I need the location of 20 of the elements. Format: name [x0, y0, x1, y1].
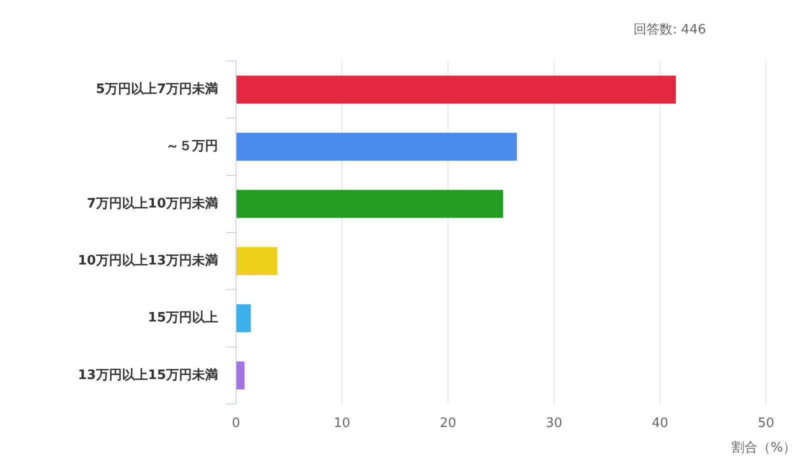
y-tick-label: 13万円以上15万円未満 [78, 368, 218, 383]
x-axis-title: 割合（%） [732, 440, 796, 456]
y-tick-label: 7万円以上10万円未満 [86, 196, 218, 212]
x-tick-label: 0 [232, 416, 240, 432]
bar [236, 76, 676, 104]
bar [236, 190, 504, 218]
x-tick-label: 30 [546, 416, 562, 432]
x-tick-label: 20 [440, 416, 456, 432]
x-tick-label: 40 [652, 416, 668, 432]
text: 回答数: 446 [634, 22, 706, 38]
x-tick-label: 10 [334, 416, 350, 432]
bar [236, 132, 517, 161]
bar [236, 361, 244, 390]
y-tick-label: 15万円以上 [148, 310, 218, 326]
y-tick-label: 10万円以上13万円未満 [78, 253, 218, 268]
x-tick-label: 50 [758, 416, 774, 432]
y-tick-label: 5万円以上7万円未満 [96, 82, 218, 97]
bar [236, 247, 278, 276]
bar [236, 304, 251, 332]
y-tick-label: ～５万円 [166, 139, 218, 154]
